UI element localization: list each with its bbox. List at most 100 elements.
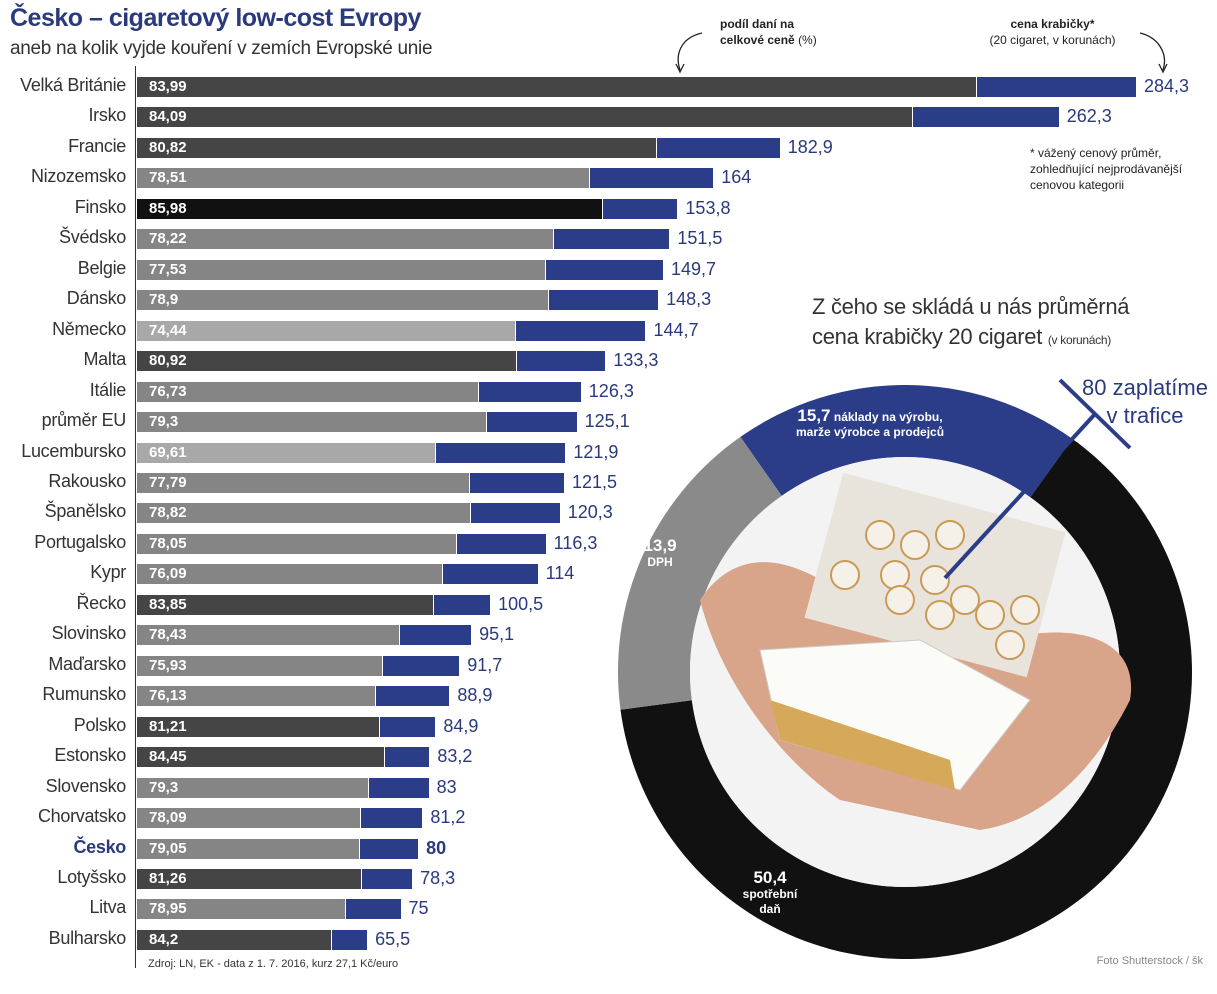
price-label: 164: [721, 167, 752, 188]
tax-share-label: 77,79: [149, 473, 187, 491]
price-bar: [554, 229, 670, 250]
tax-share-bar: [137, 777, 369, 798]
price-bar: [331, 929, 368, 950]
price-bar: [400, 625, 472, 646]
tax-share-label: 77,53: [149, 260, 187, 278]
country-label: Francie: [68, 135, 126, 156]
price-bar: [384, 747, 430, 768]
tax-share-label: 84,2: [149, 930, 179, 948]
tax-share-label: 83,99: [149, 78, 187, 95]
tax-share-bar: [137, 747, 384, 768]
tax-share-bar: [137, 838, 360, 859]
country-label: Lucembursko: [21, 440, 126, 461]
tax-share-bar: [137, 137, 657, 158]
price-label: 84,9: [443, 715, 479, 736]
tax-share-bar: [137, 564, 442, 585]
price-label: 80: [426, 837, 447, 858]
country-label: průměr EU: [41, 410, 127, 431]
price-bar: [375, 686, 450, 707]
price-label: 151,5: [677, 228, 723, 249]
country-label: Lotyšsko: [57, 866, 126, 887]
tax-share-label: 78,82: [149, 504, 187, 522]
tax-share-bar: [137, 503, 471, 524]
tax-share-label: 79,3: [149, 413, 179, 431]
country-label: Chorvatsko: [37, 806, 126, 827]
tax-header-line1: podíl daní na: [720, 17, 794, 31]
price-bar: [346, 899, 401, 920]
total-label: 80 zaplatíme: [1082, 375, 1208, 400]
price-bar: [442, 564, 538, 585]
tax-share-bar: [137, 198, 602, 219]
price-bar: [549, 290, 659, 311]
slice-value: 15,7: [797, 406, 831, 425]
price-label: 148,3: [666, 289, 712, 310]
country-label: Litva: [89, 897, 126, 918]
tax-share-bar: [137, 929, 331, 950]
country-label: Irsko: [88, 105, 126, 126]
tax-share-label: 84,09: [149, 108, 187, 126]
tax-share-bar: [137, 442, 436, 463]
country-label: Maďarsko: [48, 653, 126, 674]
price-label: 88,9: [457, 685, 493, 706]
country-label: Rumunsko: [42, 684, 126, 705]
country-label: Bulharsko: [48, 927, 127, 948]
price-header-unit: (20 cigaret, v korunách): [989, 33, 1116, 47]
tax-share-bar: [137, 107, 913, 128]
tax-share-label: 78,95: [149, 900, 187, 918]
chart-subtitle: aneb na kolik vyjde kouření v zemích Evr…: [10, 38, 433, 59]
country-label: Estonsko: [54, 745, 126, 766]
tax-share-label: 85,98: [149, 199, 187, 217]
price-label: 149,7: [671, 258, 717, 279]
country-label: Německo: [52, 318, 126, 339]
price-label: 262,3: [1066, 106, 1112, 127]
tax-share-bar: [137, 412, 486, 433]
chart-title: Česko – cigaretový low-cost Evropy: [10, 4, 421, 32]
tax-share-bar: [137, 533, 456, 554]
price-bar: [517, 351, 606, 372]
price-bar: [478, 381, 581, 402]
tax-share-label: 76,73: [149, 382, 187, 400]
price-label: 65,5: [375, 928, 411, 949]
price-label: 91,7: [467, 654, 503, 675]
price-bar: [380, 716, 436, 737]
slice-text: daň: [759, 902, 781, 916]
slice-label-excise: 50,4 spotřební daň: [725, 869, 815, 917]
pie-title-line1: Z čeho se skládá u nás průměrná: [812, 294, 1130, 319]
slice-label-costs: 15,7 náklady na výrobu, marže výrobce a …: [770, 406, 970, 440]
price-label: 133,3: [613, 350, 659, 371]
tax-share-label: 84,45: [149, 748, 187, 766]
country-label: Kypr: [90, 562, 126, 583]
tax-share-label: 79,3: [149, 778, 179, 796]
tax-share-bar: [137, 716, 380, 737]
header-arrows: [675, 32, 1168, 74]
country-label: Velká Británie: [20, 75, 126, 95]
callout-lines: [943, 378, 1132, 580]
price-label: 144,7: [653, 319, 699, 340]
photo-credit: Foto Shutterstock / šk: [1096, 955, 1203, 967]
tax-share-bar: [137, 290, 549, 311]
country-label: Nizozemsko: [30, 166, 126, 187]
price-bar: [486, 412, 577, 433]
tax-share-label: 78,51: [149, 169, 187, 187]
price-bar: [977, 77, 1136, 97]
tax-share-bar: [137, 899, 346, 920]
price-label: 121,9: [573, 441, 619, 462]
country-label: Španělsko: [44, 501, 127, 522]
slice-text: marže výrobce a prodejců: [795, 425, 945, 439]
tax-share-bar: [137, 655, 382, 676]
tax-share-bar: [137, 472, 470, 493]
pie-title-unit: (v korunách): [1047, 333, 1111, 347]
country-label: Řecko: [76, 592, 126, 613]
price-label: 125,1: [584, 411, 630, 432]
price-label: 284,3: [1144, 76, 1190, 96]
tax-share-bar: [137, 320, 516, 341]
country-label: Rakousko: [48, 470, 126, 491]
tax-share-label: 78,43: [149, 626, 187, 644]
footnote: * vážený cenový průměr, zohledňující nej…: [1030, 145, 1182, 193]
slice-text: DPH: [647, 555, 673, 569]
price-bar: [360, 808, 423, 829]
slice-text: náklady na výrobu,: [833, 410, 943, 424]
tax-share-label: 79,05: [149, 839, 187, 857]
tax-share-label: 78,05: [149, 534, 187, 552]
